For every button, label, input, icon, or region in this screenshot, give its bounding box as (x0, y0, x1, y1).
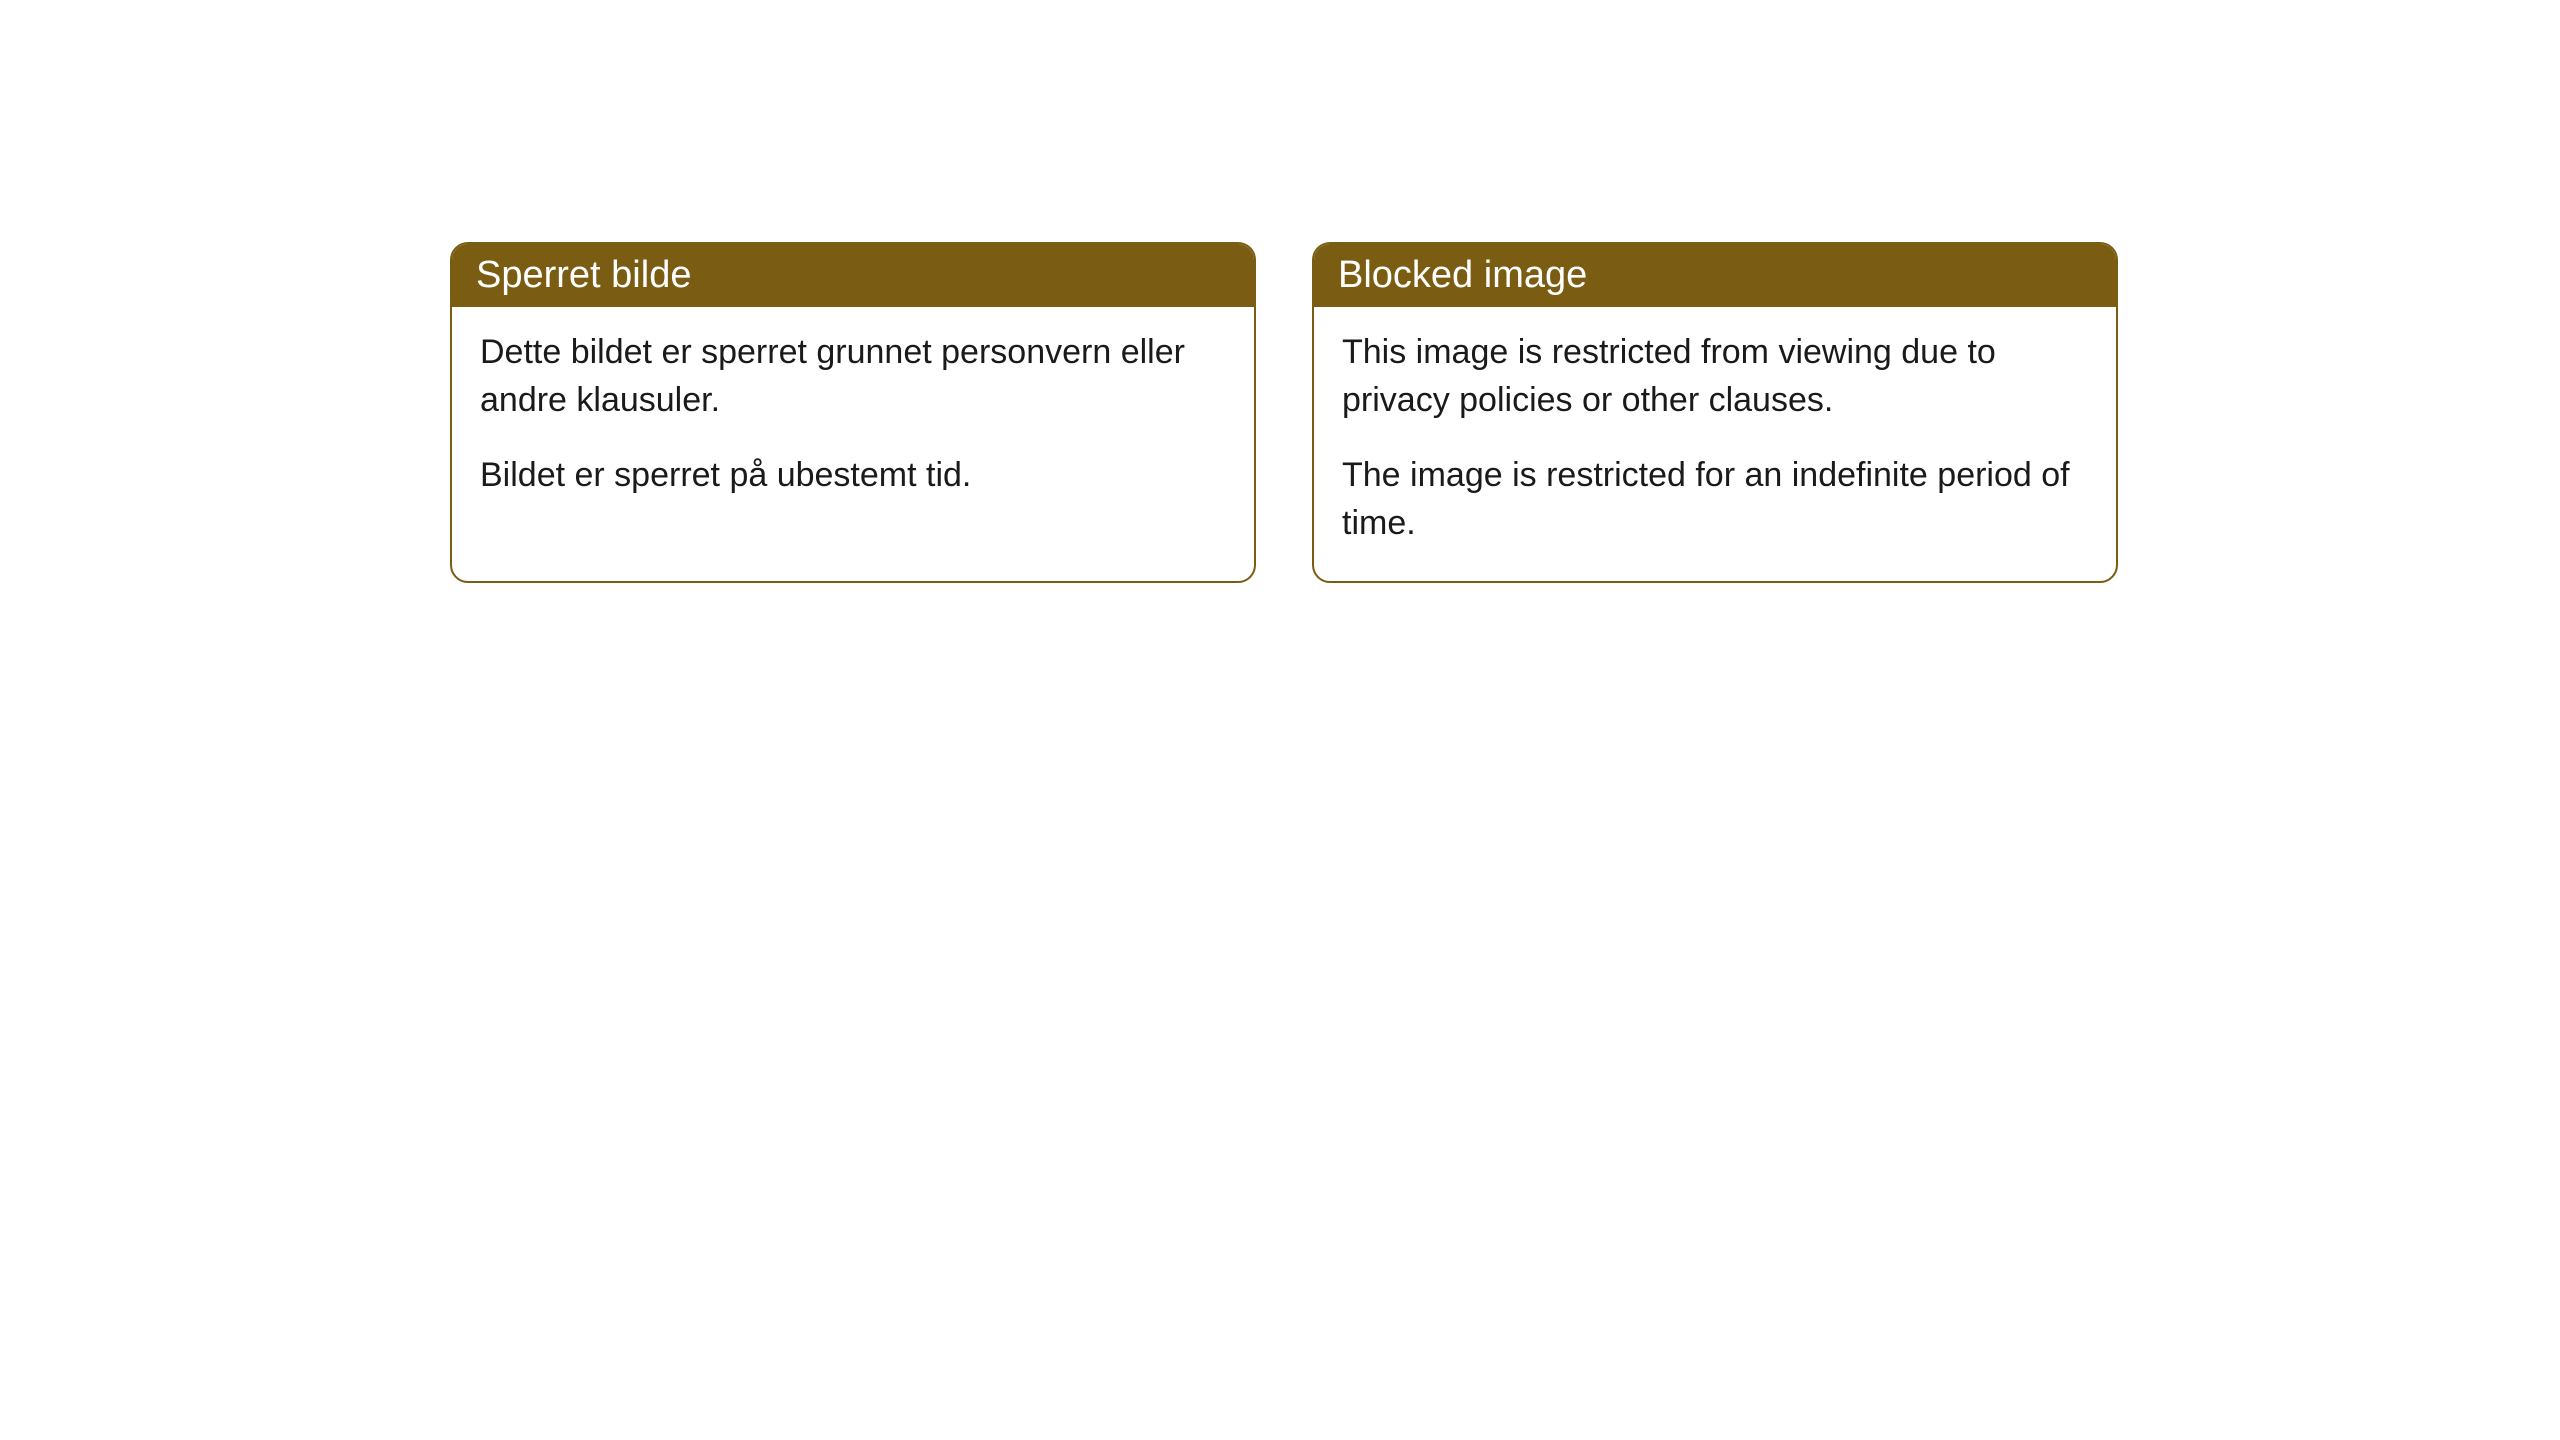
notice-paragraph: This image is restricted from viewing du… (1342, 329, 2088, 424)
notice-paragraph: Bildet er sperret på ubestemt tid. (480, 452, 1226, 500)
notice-card-english: Blocked image This image is restricted f… (1312, 242, 2118, 583)
notice-body-english: This image is restricted from viewing du… (1314, 307, 2116, 581)
notice-paragraph: Dette bildet er sperret grunnet personve… (480, 329, 1226, 424)
notice-paragraph: The image is restricted for an indefinit… (1342, 452, 2088, 547)
notice-header-english: Blocked image (1314, 244, 2116, 307)
notice-body-norwegian: Dette bildet er sperret grunnet personve… (452, 307, 1254, 534)
notice-title: Blocked image (1338, 254, 1587, 296)
notice-card-norwegian: Sperret bilde Dette bildet er sperret gr… (450, 242, 1256, 583)
notice-header-norwegian: Sperret bilde (452, 244, 1254, 307)
notice-cards-container: Sperret bilde Dette bildet er sperret gr… (450, 242, 2118, 583)
notice-title: Sperret bilde (476, 254, 691, 296)
